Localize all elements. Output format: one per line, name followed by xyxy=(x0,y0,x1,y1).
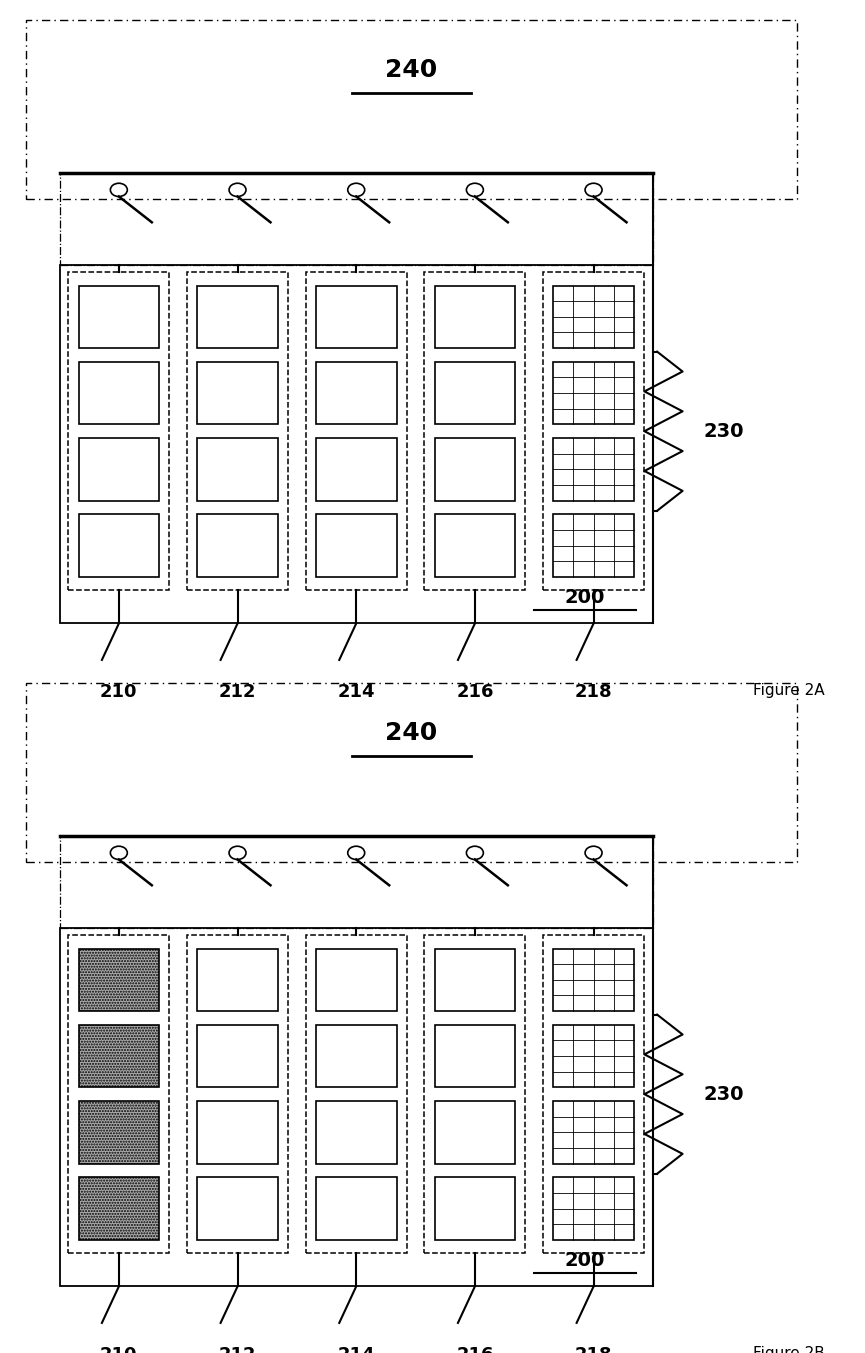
Text: 230: 230 xyxy=(704,1085,744,1104)
Bar xyxy=(197,948,278,1011)
Bar xyxy=(434,1024,516,1088)
Text: 240: 240 xyxy=(385,58,438,83)
Text: Figure 2A: Figure 2A xyxy=(753,683,824,698)
Bar xyxy=(79,948,159,1011)
Text: 230: 230 xyxy=(704,422,744,441)
Bar xyxy=(554,285,634,348)
Bar xyxy=(316,514,396,576)
Bar xyxy=(554,1101,634,1164)
Bar xyxy=(79,285,159,348)
Bar xyxy=(554,1024,634,1088)
Bar xyxy=(79,1177,159,1239)
Text: Figure 2B: Figure 2B xyxy=(753,1346,824,1353)
Bar xyxy=(554,361,634,425)
Bar xyxy=(316,285,396,348)
Bar xyxy=(434,285,516,348)
Bar xyxy=(316,1101,396,1164)
Text: 212: 212 xyxy=(219,683,256,701)
Bar xyxy=(197,438,278,501)
Bar xyxy=(197,1101,278,1164)
Bar xyxy=(197,361,278,425)
Bar xyxy=(554,438,634,501)
Bar xyxy=(316,1024,396,1088)
Bar xyxy=(434,361,516,425)
Bar xyxy=(79,514,159,576)
Text: 210: 210 xyxy=(100,683,138,701)
Bar xyxy=(434,1177,516,1239)
Text: 216: 216 xyxy=(456,1346,494,1353)
Bar xyxy=(434,514,516,576)
Text: 200: 200 xyxy=(565,589,606,607)
Bar xyxy=(79,361,159,425)
Text: 214: 214 xyxy=(337,683,375,701)
Bar xyxy=(316,361,396,425)
Bar xyxy=(316,1177,396,1239)
Text: 210: 210 xyxy=(100,1346,138,1353)
Bar xyxy=(197,514,278,576)
Text: 218: 218 xyxy=(574,1346,612,1353)
Bar xyxy=(197,1024,278,1088)
Bar xyxy=(554,514,634,576)
Bar xyxy=(554,948,634,1011)
Bar xyxy=(434,1101,516,1164)
Bar xyxy=(79,1024,159,1088)
Text: 240: 240 xyxy=(385,721,438,746)
Text: 214: 214 xyxy=(337,1346,375,1353)
Text: 200: 200 xyxy=(565,1252,606,1270)
Bar xyxy=(316,948,396,1011)
Bar xyxy=(434,438,516,501)
Text: 218: 218 xyxy=(574,683,612,701)
Bar xyxy=(554,1177,634,1239)
Bar xyxy=(197,285,278,348)
Text: 212: 212 xyxy=(219,1346,256,1353)
Bar xyxy=(316,438,396,501)
Bar xyxy=(79,438,159,501)
Bar xyxy=(79,1101,159,1164)
Bar xyxy=(197,1177,278,1239)
Text: 216: 216 xyxy=(456,683,494,701)
Bar xyxy=(434,948,516,1011)
